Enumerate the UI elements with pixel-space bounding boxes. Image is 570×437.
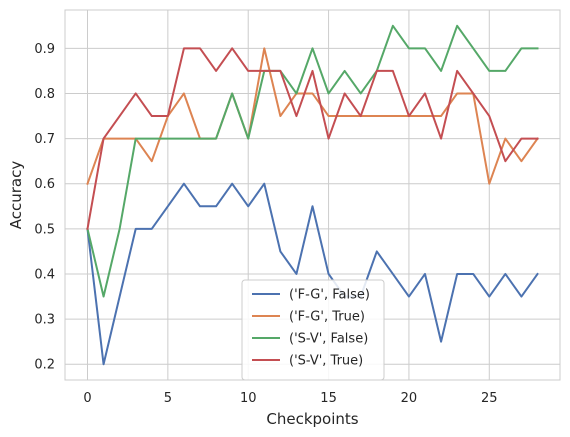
x-tick-label: 5: [164, 391, 172, 406]
y-tick-label: 0.7: [34, 132, 55, 147]
y-axis-label: Accuracy: [7, 161, 25, 230]
legend-box: [241, 279, 385, 381]
x-tick-label: 15: [320, 391, 337, 406]
legend-label: ('S-V', True): [289, 354, 363, 369]
x-axis-label: Checkpoints: [266, 410, 358, 428]
y-tick-label: 0.3: [34, 313, 55, 328]
series-layer: [86, 24, 539, 366]
legend: ('F-G', False) ('F-G', True) ('S-V', False…: [241, 279, 385, 381]
x-tick-label: 0: [83, 391, 91, 406]
x-tick-label: 20: [401, 391, 418, 406]
series-line-2: [86, 24, 539, 298]
legend-label: ('F-G', True): [289, 310, 365, 325]
x-tick-label: 25: [481, 391, 498, 406]
y-tick-label: 0.6: [34, 177, 55, 192]
y-tick-label: 0.9: [34, 42, 55, 57]
y-tick-label: 0.4: [34, 267, 55, 282]
series-line-1: [86, 47, 539, 185]
y-tick-label: 0.2: [34, 358, 55, 373]
y-tick-label: 0.8: [34, 87, 55, 102]
x-tick-labels: 0 5 10 15 20 25: [83, 391, 497, 406]
y-tick-label: 0.5: [34, 222, 55, 237]
y-tick-labels: 0.2 0.3 0.4 0.5 0.6 0.7 0.8 0.9: [34, 42, 55, 373]
series-line-3: [86, 47, 539, 230]
series-line-0: [86, 182, 539, 366]
legend-label: ('F-G', False): [289, 288, 370, 303]
legend-label: ('S-V', False): [289, 332, 368, 347]
x-tick-label: 10: [240, 391, 257, 406]
